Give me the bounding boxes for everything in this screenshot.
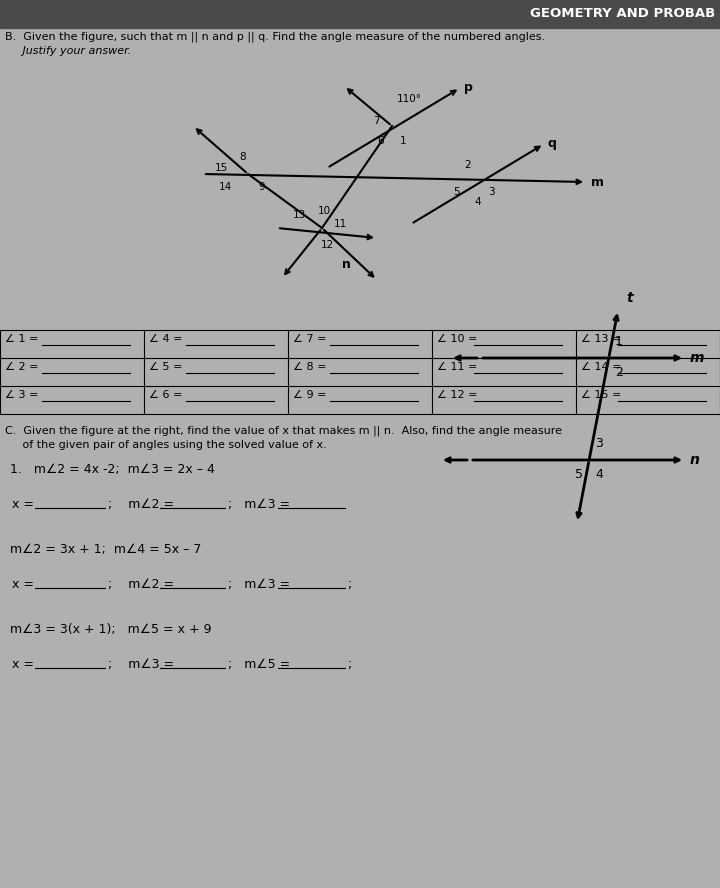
Text: 110°: 110° xyxy=(397,94,422,104)
Text: x =: x = xyxy=(12,578,38,591)
Text: C.  Given the figure at the right, find the value of x that makes m || n.  Also,: C. Given the figure at the right, find t… xyxy=(5,426,562,437)
Text: m: m xyxy=(690,351,704,365)
Text: ;: ; xyxy=(348,578,352,591)
Text: ∠ 5 =: ∠ 5 = xyxy=(149,362,182,372)
Text: 13: 13 xyxy=(293,210,306,220)
Text: q: q xyxy=(548,138,557,150)
Text: 5: 5 xyxy=(454,187,460,197)
Bar xyxy=(0,0,720,28)
Text: ;    m∠3 =: ; m∠3 = xyxy=(108,658,178,671)
Text: ∠ 12 =: ∠ 12 = xyxy=(437,390,477,400)
Text: n: n xyxy=(342,258,351,271)
Text: B.  Given the figure, such that m || n and p || q. Find the angle measure of the: B. Given the figure, such that m || n an… xyxy=(5,32,545,43)
Text: 14: 14 xyxy=(219,182,232,192)
Text: ∠ 3 =: ∠ 3 = xyxy=(5,390,38,400)
Text: ∠ 1 =: ∠ 1 = xyxy=(5,334,38,344)
Text: 3: 3 xyxy=(595,437,603,450)
Text: 6: 6 xyxy=(377,136,384,146)
Text: m∠2 = 3x + 1;  m∠4 = 5x – 7: m∠2 = 3x + 1; m∠4 = 5x – 7 xyxy=(10,543,202,556)
Text: ;   m∠3 =: ; m∠3 = xyxy=(228,578,294,591)
Text: ;    m∠2 =: ; m∠2 = xyxy=(108,578,178,591)
Text: 4: 4 xyxy=(595,468,603,481)
Text: n: n xyxy=(690,453,700,467)
Text: 2: 2 xyxy=(615,366,623,379)
Text: ∠ 14 =: ∠ 14 = xyxy=(581,362,621,372)
Text: ∠ 11 =: ∠ 11 = xyxy=(437,362,477,372)
Text: GEOMETRY AND PROBAB: GEOMETRY AND PROBAB xyxy=(530,7,715,20)
Text: ∠ 15 =: ∠ 15 = xyxy=(581,390,621,400)
Text: 3: 3 xyxy=(488,187,495,197)
Text: Justify your answer.: Justify your answer. xyxy=(5,46,131,56)
Text: 10: 10 xyxy=(318,206,330,216)
Text: 1: 1 xyxy=(615,335,623,348)
Text: 12: 12 xyxy=(320,240,333,250)
Text: 4: 4 xyxy=(474,197,481,207)
Text: ∠ 2 =: ∠ 2 = xyxy=(5,362,38,372)
Text: ;    m∠2 =: ; m∠2 = xyxy=(108,498,178,511)
Text: ∠ 10 =: ∠ 10 = xyxy=(437,334,477,344)
Text: 1: 1 xyxy=(400,136,407,146)
Text: ∠ 6 =: ∠ 6 = xyxy=(149,390,182,400)
Text: ;   m∠3 =: ; m∠3 = xyxy=(228,498,294,511)
Text: 11: 11 xyxy=(334,219,347,229)
Text: p: p xyxy=(464,82,473,94)
Text: ∠ 9 =: ∠ 9 = xyxy=(293,390,326,400)
Text: ∠ 13 =: ∠ 13 = xyxy=(581,334,621,344)
Text: 2: 2 xyxy=(464,160,472,170)
Text: 5: 5 xyxy=(575,468,583,481)
Text: ∠ 7 =: ∠ 7 = xyxy=(293,334,326,344)
Text: 15: 15 xyxy=(215,163,228,173)
Text: t: t xyxy=(626,291,633,305)
Text: ;   m∠5 =: ; m∠5 = xyxy=(228,658,294,671)
Text: ∠ 4 =: ∠ 4 = xyxy=(149,334,182,344)
Text: 9: 9 xyxy=(258,182,265,192)
Text: m∠3 = 3(x + 1);   m∠5 = x + 9: m∠3 = 3(x + 1); m∠5 = x + 9 xyxy=(10,623,212,636)
Text: 1.   m∠2 = 4x -2;  m∠3 = 2x – 4: 1. m∠2 = 4x -2; m∠3 = 2x – 4 xyxy=(10,463,215,476)
Text: ∠ 8 =: ∠ 8 = xyxy=(293,362,326,372)
Text: 8: 8 xyxy=(240,152,246,162)
Text: m: m xyxy=(591,176,604,188)
Text: 7: 7 xyxy=(374,116,380,126)
Text: ;: ; xyxy=(348,658,352,671)
Text: x =: x = xyxy=(12,658,38,671)
Text: of the given pair of angles using the solved value of x.: of the given pair of angles using the so… xyxy=(5,440,327,450)
Text: x =: x = xyxy=(12,498,38,511)
